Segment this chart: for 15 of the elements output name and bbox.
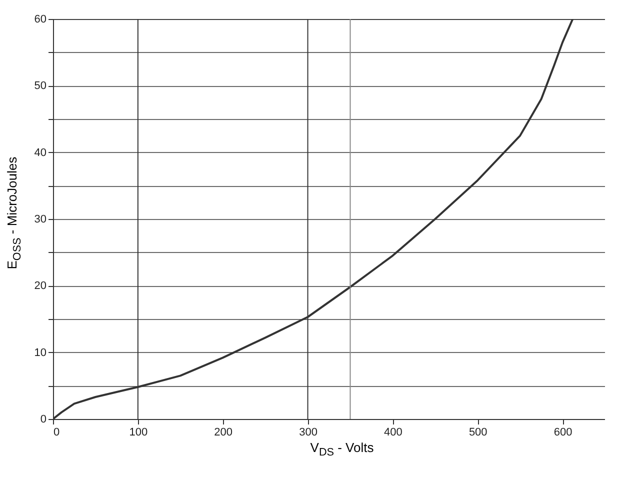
x-tick-label: 300 <box>299 426 318 438</box>
x-tick-label: 0 <box>54 426 60 438</box>
x-tick-label: 100 <box>129 426 148 438</box>
x-tick-label: 500 <box>468 426 488 438</box>
y-tick-label: 30 <box>34 214 46 226</box>
x-tick-label: 200 <box>214 426 233 438</box>
y-tick-label: 0 <box>40 414 46 426</box>
x-tick-label: 600 <box>554 426 572 438</box>
x-axis-title: V$_{DS}$ - Volts <box>309 440 375 459</box>
y-tick-label: 40 <box>34 146 46 159</box>
y-tick-label: 10 <box>34 346 46 359</box>
y-tick-label: 50 <box>34 80 46 92</box>
y-tick-label: 20 <box>34 280 46 292</box>
y-tick-label: 60 <box>34 14 46 26</box>
x-tick-label: 400 <box>384 426 402 438</box>
